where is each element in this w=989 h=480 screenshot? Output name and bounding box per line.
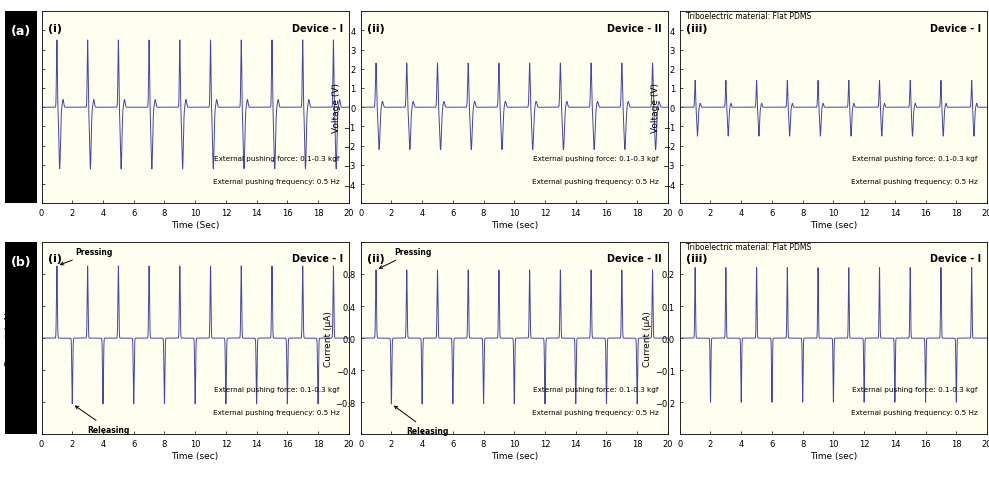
Text: External pushing frequency: 0.5 Hz: External pushing frequency: 0.5 Hz xyxy=(213,409,339,415)
Text: (ii): (ii) xyxy=(367,254,385,264)
Text: External pushing force: 0.1-0.3 kgf: External pushing force: 0.1-0.3 kgf xyxy=(853,386,978,392)
X-axis label: Time (sec): Time (sec) xyxy=(491,451,538,460)
Text: External pushing frequency: 0.5 Hz: External pushing frequency: 0.5 Hz xyxy=(852,179,978,185)
Text: (iii): (iii) xyxy=(686,254,707,264)
X-axis label: Time (sec): Time (sec) xyxy=(810,221,857,229)
Text: External pushing force: 0.1-0.3 kgf: External pushing force: 0.1-0.3 kgf xyxy=(533,156,659,162)
Y-axis label: Voltage (V): Voltage (V) xyxy=(13,83,22,133)
Text: External pushing frequency: 0.5 Hz: External pushing frequency: 0.5 Hz xyxy=(852,409,978,415)
Text: Triboelectric material: Flat PDMS: Triboelectric material: Flat PDMS xyxy=(686,12,811,21)
X-axis label: Time (sec): Time (sec) xyxy=(810,451,857,460)
Y-axis label: Current (μA): Current (μA) xyxy=(643,311,652,366)
Text: Device - II: Device - II xyxy=(607,254,662,264)
Y-axis label: Voltage (V): Voltage (V) xyxy=(651,83,660,133)
Text: (i): (i) xyxy=(47,254,61,264)
Text: Pressing: Pressing xyxy=(380,248,432,269)
Y-axis label: Current (μA): Current (μA) xyxy=(5,311,14,366)
Text: (a): (a) xyxy=(11,25,31,38)
X-axis label: Time (sec): Time (sec) xyxy=(171,451,219,460)
Text: External pushing force: 0.1-0.3 kgf: External pushing force: 0.1-0.3 kgf xyxy=(215,386,339,392)
Text: External pushing frequency: 0.5 Hz: External pushing frequency: 0.5 Hz xyxy=(213,179,339,185)
Text: Pressing: Pressing xyxy=(60,248,113,265)
Text: Releasing: Releasing xyxy=(75,406,130,434)
Text: External pushing frequency: 0.5 Hz: External pushing frequency: 0.5 Hz xyxy=(532,409,659,415)
Y-axis label: Current (μA): Current (μA) xyxy=(323,311,332,366)
Text: Device - II: Device - II xyxy=(607,24,662,34)
X-axis label: Time (Sec): Time (Sec) xyxy=(171,221,220,229)
Text: Device - I: Device - I xyxy=(292,24,342,34)
Text: (i): (i) xyxy=(47,24,61,34)
Text: External pushing force: 0.1-0.3 kgf: External pushing force: 0.1-0.3 kgf xyxy=(853,156,978,162)
Text: External pushing force: 0.1-0.3 kgf: External pushing force: 0.1-0.3 kgf xyxy=(215,156,339,162)
Text: Device - I: Device - I xyxy=(930,254,981,264)
Text: Triboelectric material: Flat PDMS: Triboelectric material: Flat PDMS xyxy=(686,242,811,252)
Text: External pushing force: 0.1-0.3 kgf: External pushing force: 0.1-0.3 kgf xyxy=(533,386,659,392)
X-axis label: Time (sec): Time (sec) xyxy=(491,221,538,229)
Text: (b): (b) xyxy=(11,256,31,269)
Text: Device - I: Device - I xyxy=(930,24,981,34)
Text: External pushing frequency: 0.5 Hz: External pushing frequency: 0.5 Hz xyxy=(532,179,659,185)
Y-axis label: Voltage (V): Voltage (V) xyxy=(331,83,340,133)
Text: Releasing: Releasing xyxy=(395,406,449,435)
Text: Device - I: Device - I xyxy=(292,254,342,264)
Text: (ii): (ii) xyxy=(367,24,385,34)
Text: (iii): (iii) xyxy=(686,24,707,34)
